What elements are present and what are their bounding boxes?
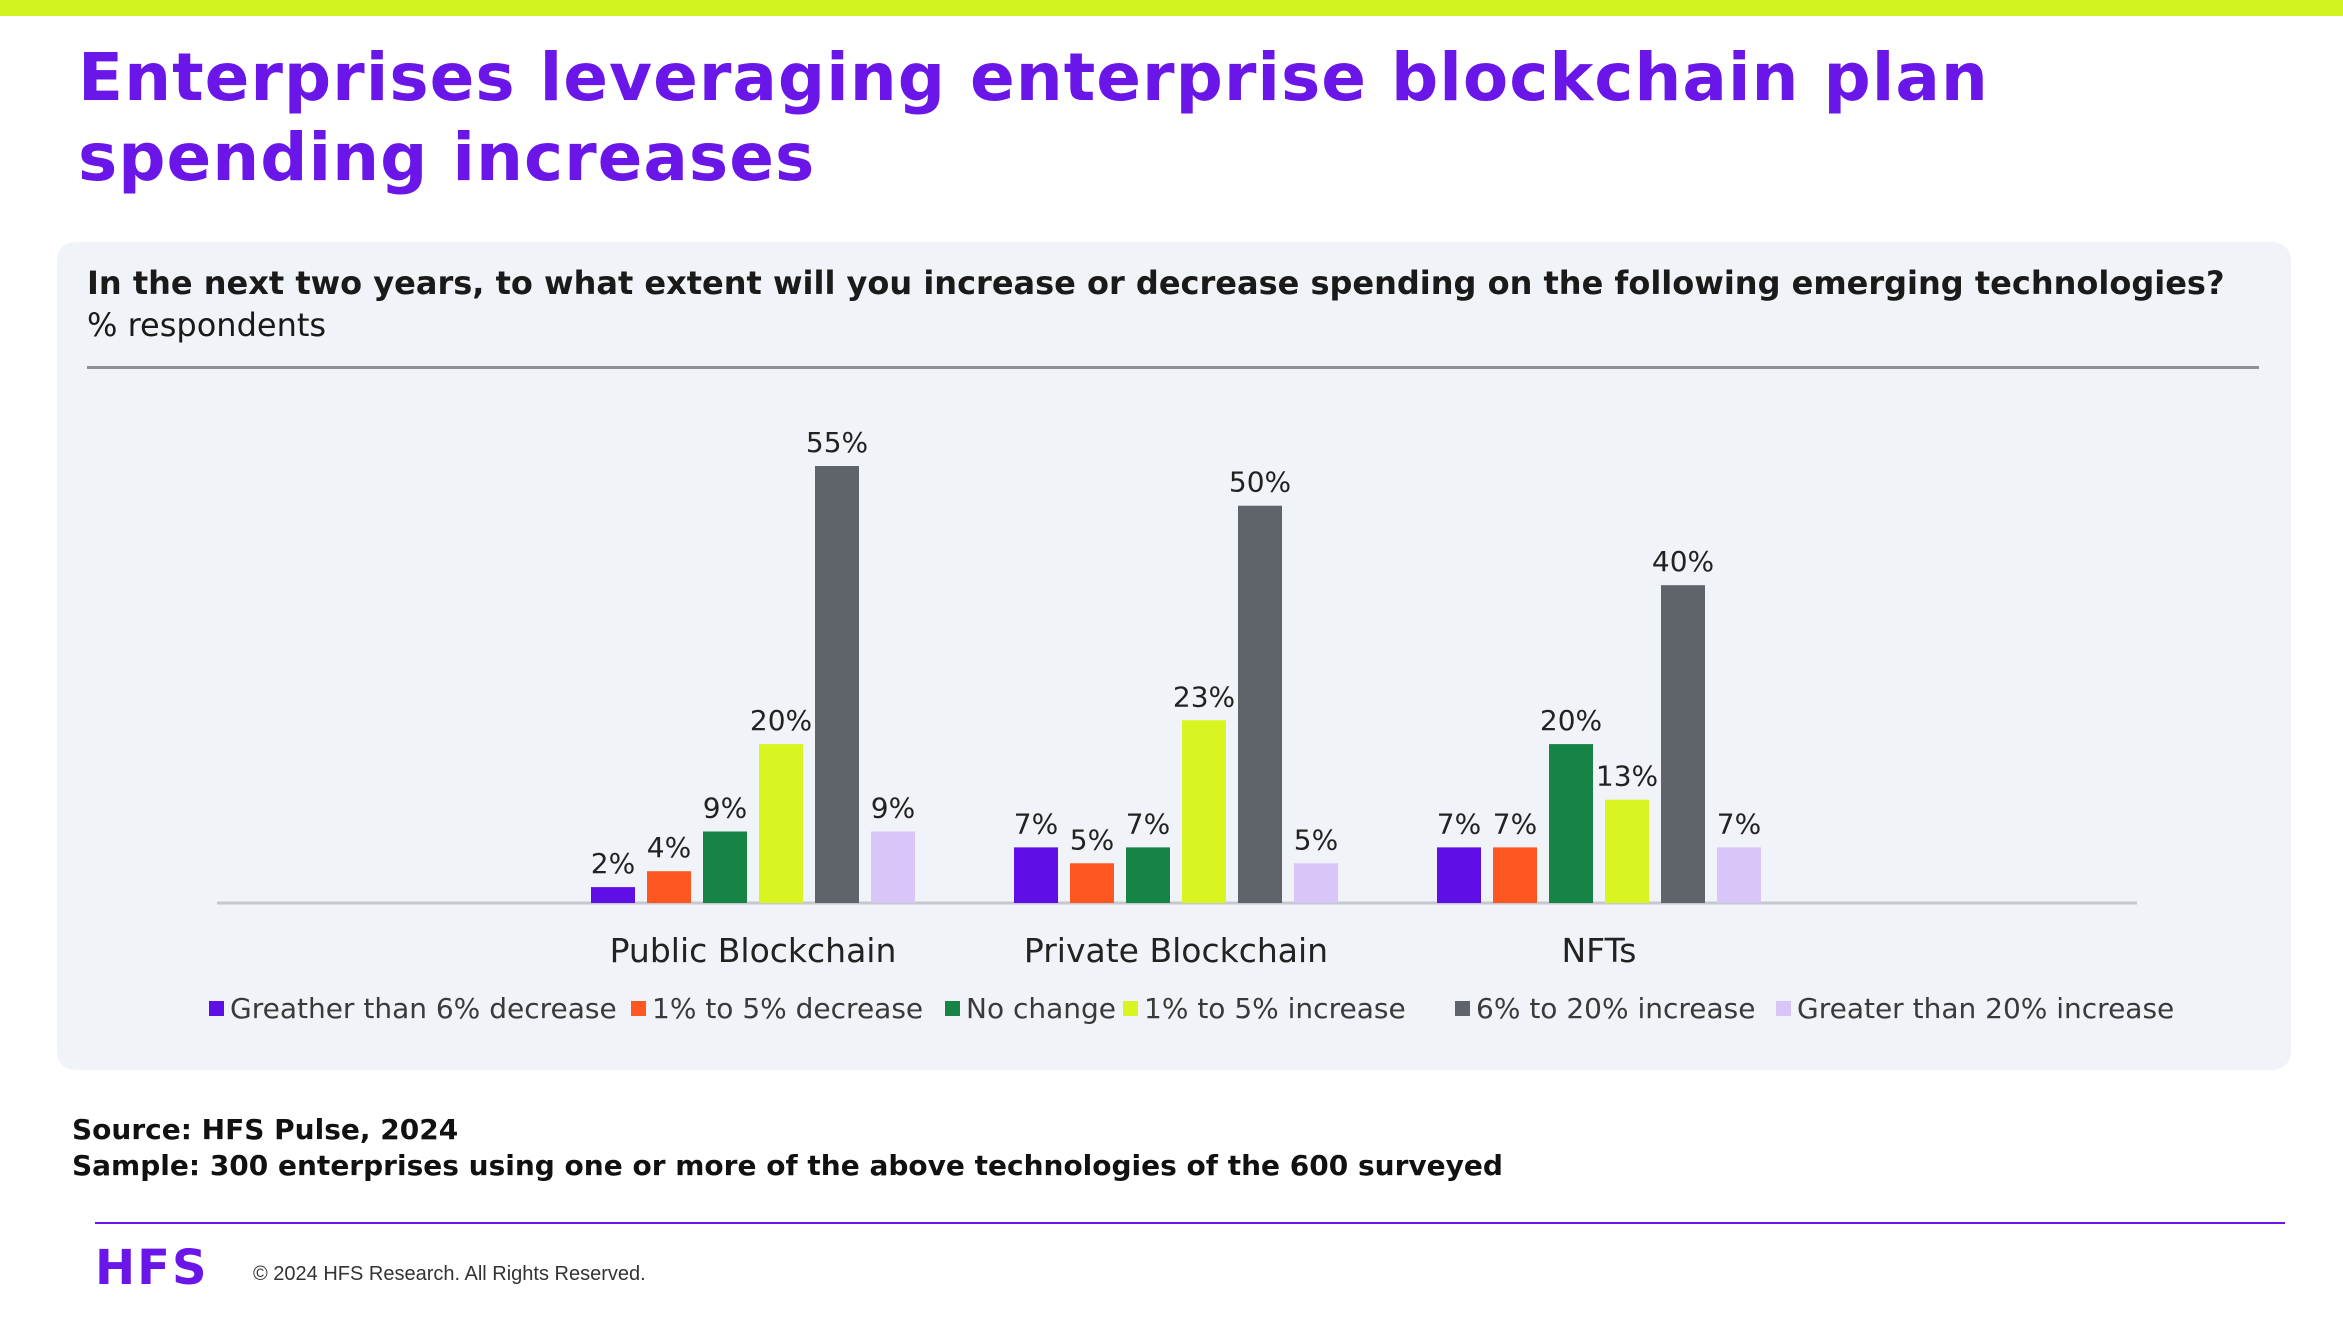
copyright-text: © 2024 HFS Research. All Rights Reserved…: [253, 1263, 646, 1285]
data-label: 4%: [647, 831, 691, 864]
legend-label: Greather than 6% decrease: [230, 992, 617, 1025]
top-accent-bar: [0, 0, 2343, 16]
data-label: 7%: [1014, 807, 1058, 840]
data-label: 9%: [703, 791, 747, 824]
bar-private-blockchain-4: [1238, 505, 1282, 903]
data-label: 50%: [1229, 466, 1291, 499]
legend-swatch: [945, 1001, 960, 1016]
data-label: 7%: [1437, 807, 1481, 840]
bar-public-blockchain-0: [591, 887, 635, 903]
data-label: 20%: [1540, 704, 1602, 737]
bar-private-blockchain-0: [1014, 847, 1058, 903]
bar-public-blockchain-3: [759, 744, 803, 903]
sample-note: Sample: 300 enterprises using one or mor…: [72, 1149, 1503, 1182]
legend-swatch: [209, 1001, 224, 1016]
panel-divider: [87, 366, 2259, 369]
bar-nfts-0: [1437, 847, 1481, 903]
legend-swatch: [1123, 1001, 1138, 1016]
bar-public-blockchain-1: [647, 871, 691, 903]
data-label: 13%: [1596, 760, 1658, 793]
bar-private-blockchain-5: [1294, 863, 1338, 903]
legend-swatch: [631, 1001, 646, 1016]
data-label: 7%: [1717, 807, 1761, 840]
bar-private-blockchain-2: [1126, 847, 1170, 903]
legend-label: 1% to 5% increase: [1144, 992, 1406, 1025]
category-label: Public Blockchain: [610, 931, 897, 970]
bar-public-blockchain-5: [871, 831, 915, 903]
legend-label: 1% to 5% decrease: [652, 992, 923, 1025]
data-label: 7%: [1126, 807, 1170, 840]
data-label: 5%: [1070, 823, 1114, 856]
chart-question: In the next two years, to what extent wi…: [87, 264, 2225, 302]
legend-label: Greater than 20% increase: [1797, 992, 2174, 1025]
bar-chart: 2% 4% 9% 20% 55% 9% Public Blockchain 7% 5% 7% 23%…: [209, 426, 2174, 1025]
bar-nfts-2: [1549, 744, 1593, 903]
data-label: 5%: [1294, 823, 1338, 856]
chart-subtitle: % respondents: [87, 306, 327, 344]
bar-public-blockchain-2: [703, 831, 747, 903]
bar-nfts-1: [1493, 847, 1537, 903]
bar-nfts-5: [1717, 847, 1761, 903]
bar-nfts-4: [1661, 585, 1705, 903]
hfs-logo: HFS: [95, 1240, 209, 1296]
legend-label: No change: [966, 992, 1116, 1025]
bar-nfts-3: [1605, 799, 1649, 903]
category-label: NFTs: [1562, 931, 1637, 970]
footer-divider: [95, 1222, 2285, 1224]
chart-panel: In the next two years, to what extent wi…: [57, 242, 2291, 1070]
bar-private-blockchain-1: [1070, 863, 1114, 903]
bar-private-blockchain-3: [1182, 720, 1226, 903]
data-label: 9%: [871, 791, 915, 824]
source-note: Source: HFS Pulse, 2024: [72, 1113, 459, 1146]
data-label: 7%: [1493, 807, 1537, 840]
category-label: Private Blockchain: [1024, 931, 1328, 970]
data-label: 40%: [1652, 545, 1714, 578]
slide-title: Enterprises leveraging enterprise blockc…: [78, 39, 1989, 196]
legend-swatch: [1776, 1001, 1791, 1016]
data-label: 20%: [750, 704, 812, 737]
legend-swatch: [1455, 1001, 1470, 1016]
data-label: 2%: [591, 847, 635, 880]
data-label: 55%: [806, 426, 868, 459]
data-label: 23%: [1173, 680, 1235, 713]
bar-public-blockchain-4: [815, 466, 859, 903]
legend-label: 6% to 20% increase: [1476, 992, 1755, 1025]
